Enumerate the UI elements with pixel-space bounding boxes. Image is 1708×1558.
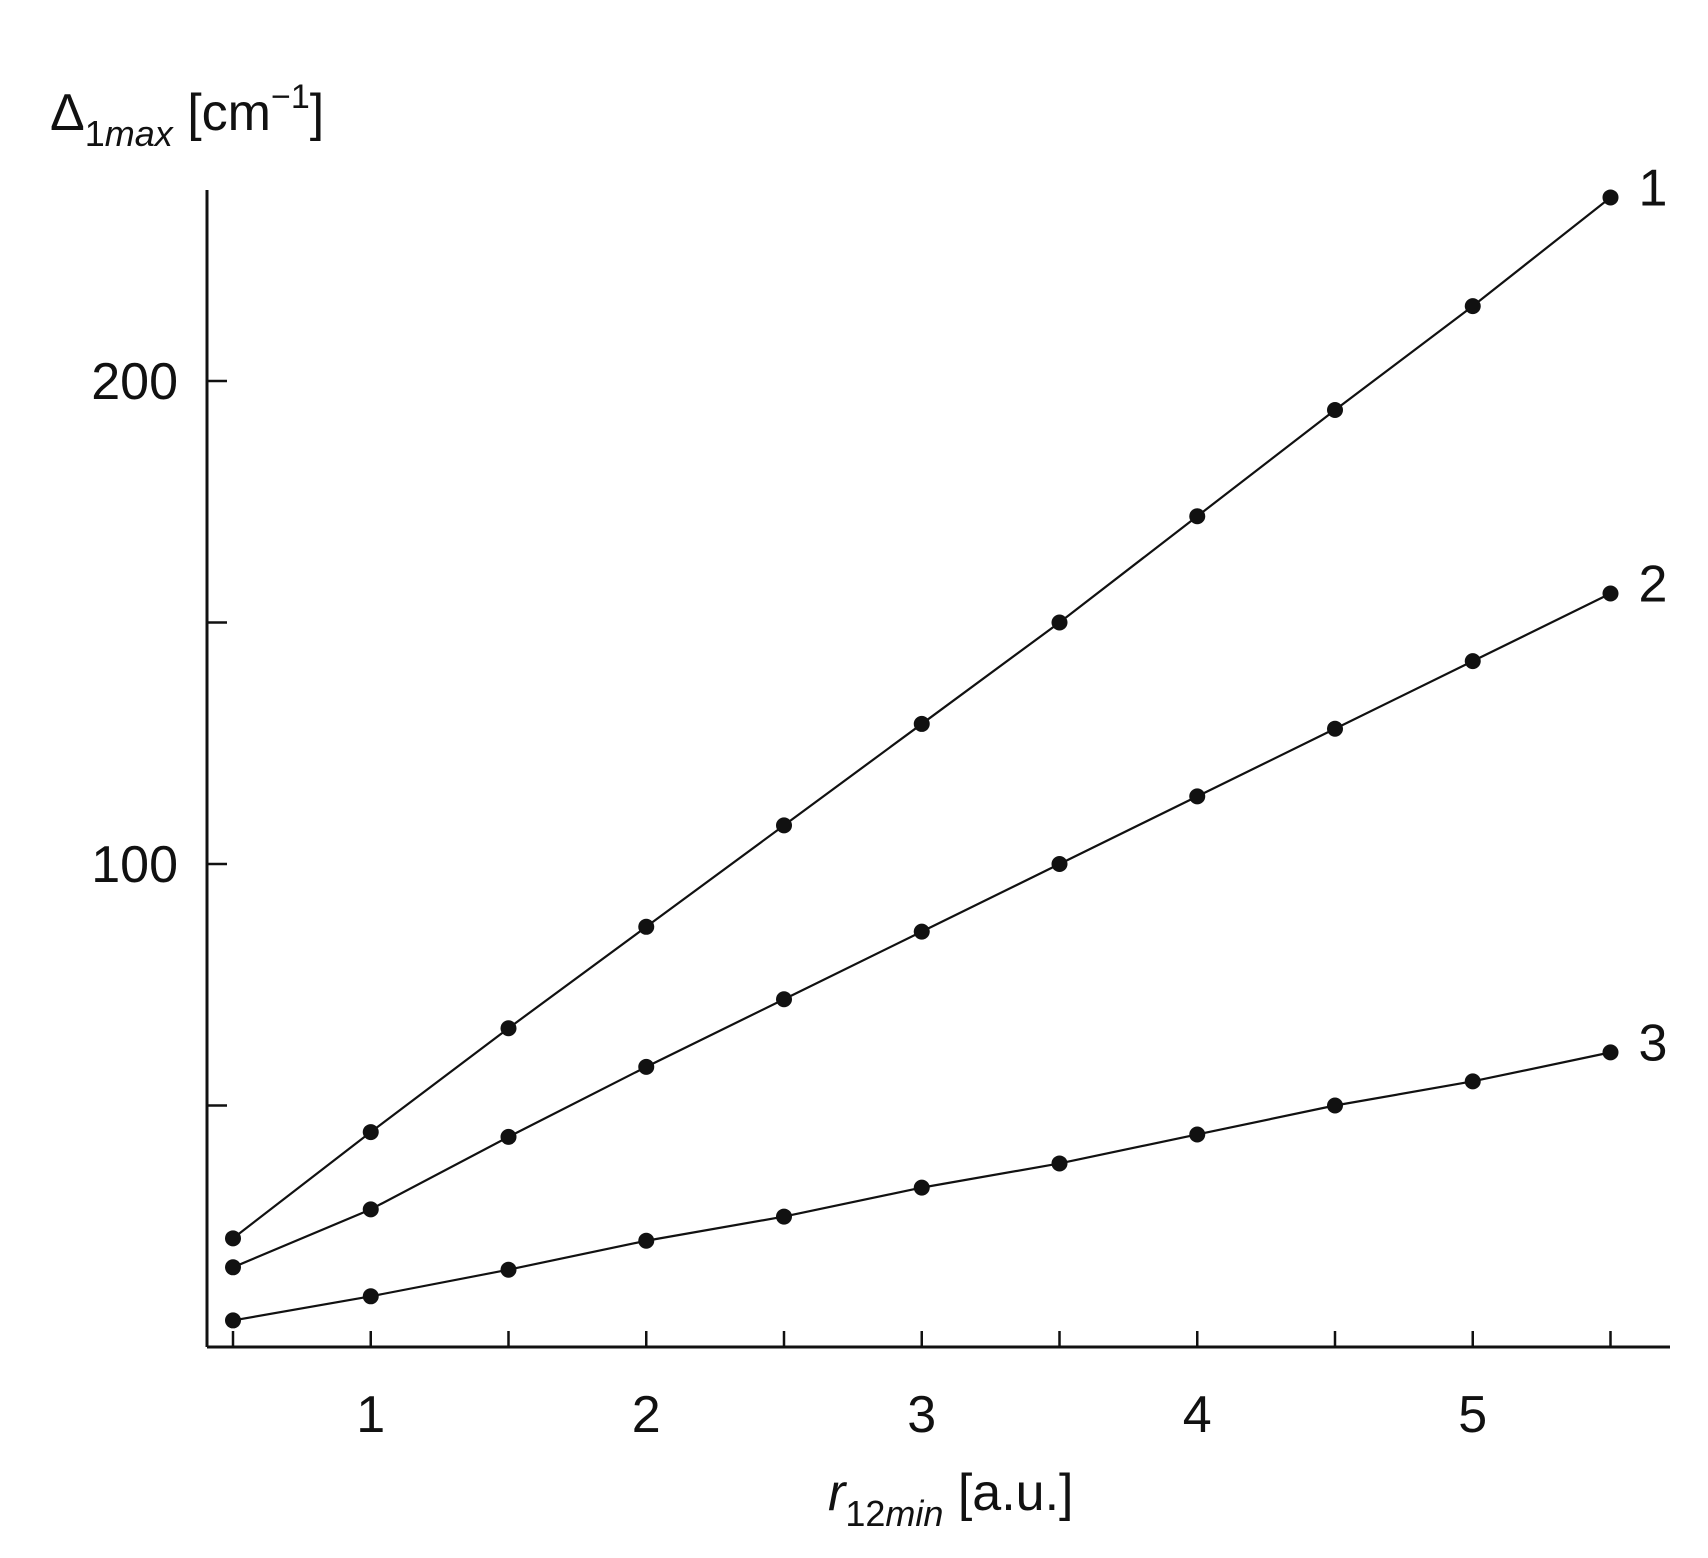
series-label: 1 [1639, 159, 1668, 217]
data-point [638, 918, 655, 935]
y-axis-label: Δ1max [cm−1] [50, 78, 324, 154]
x-tick-label: 1 [356, 1386, 385, 1444]
series-label: 2 [1639, 556, 1668, 614]
data-point [913, 1179, 930, 1196]
data-point [1602, 585, 1619, 602]
data-point [638, 1232, 655, 1249]
x-axis-label: r12min [a.u.] [828, 1464, 1073, 1534]
data-point [1327, 1097, 1343, 1114]
series-3: 3 [225, 1014, 1668, 1329]
data-point [913, 715, 930, 732]
data-point [638, 1058, 655, 1075]
axes [205, 190, 1670, 1349]
ticks: 1 2 3 4 5 100 200 [91, 353, 1612, 1444]
data-point [1464, 1073, 1481, 1090]
data-point [1051, 856, 1068, 872]
data-point [776, 991, 792, 1008]
data-point [500, 1261, 517, 1278]
data-point [1189, 788, 1206, 805]
data-point [225, 1230, 241, 1247]
x-tick-label: 3 [907, 1386, 936, 1444]
data-point [225, 1312, 241, 1329]
y-tick-label: 100 [91, 836, 178, 894]
series-2: 2 [225, 556, 1667, 1276]
x-tick-label: 4 [1183, 1386, 1212, 1444]
series-layer: 1 2 3 [225, 159, 1668, 1329]
data-point [362, 1201, 379, 1218]
data-point [776, 817, 792, 834]
data-point [1189, 1126, 1206, 1143]
data-point [1051, 1155, 1068, 1172]
data-point [362, 1124, 379, 1141]
data-point [1051, 614, 1068, 631]
data-point [1602, 1044, 1619, 1061]
data-point [1464, 653, 1481, 670]
data-point [500, 1020, 517, 1037]
data-point [1327, 720, 1343, 737]
x-tick-label: 2 [632, 1386, 661, 1444]
data-point [1464, 298, 1481, 315]
x-tick-label: 5 [1458, 1386, 1487, 1444]
y-tick-label: 200 [91, 353, 178, 411]
series-label: 3 [1639, 1014, 1668, 1072]
series-1: 1 [225, 159, 1668, 1247]
data-point [225, 1259, 241, 1276]
data-point [1189, 508, 1206, 525]
data-point [362, 1288, 379, 1305]
data-point [913, 923, 930, 940]
data-point [1327, 401, 1343, 418]
data-point [500, 1128, 517, 1145]
data-point [1602, 189, 1619, 206]
data-point [776, 1208, 792, 1225]
